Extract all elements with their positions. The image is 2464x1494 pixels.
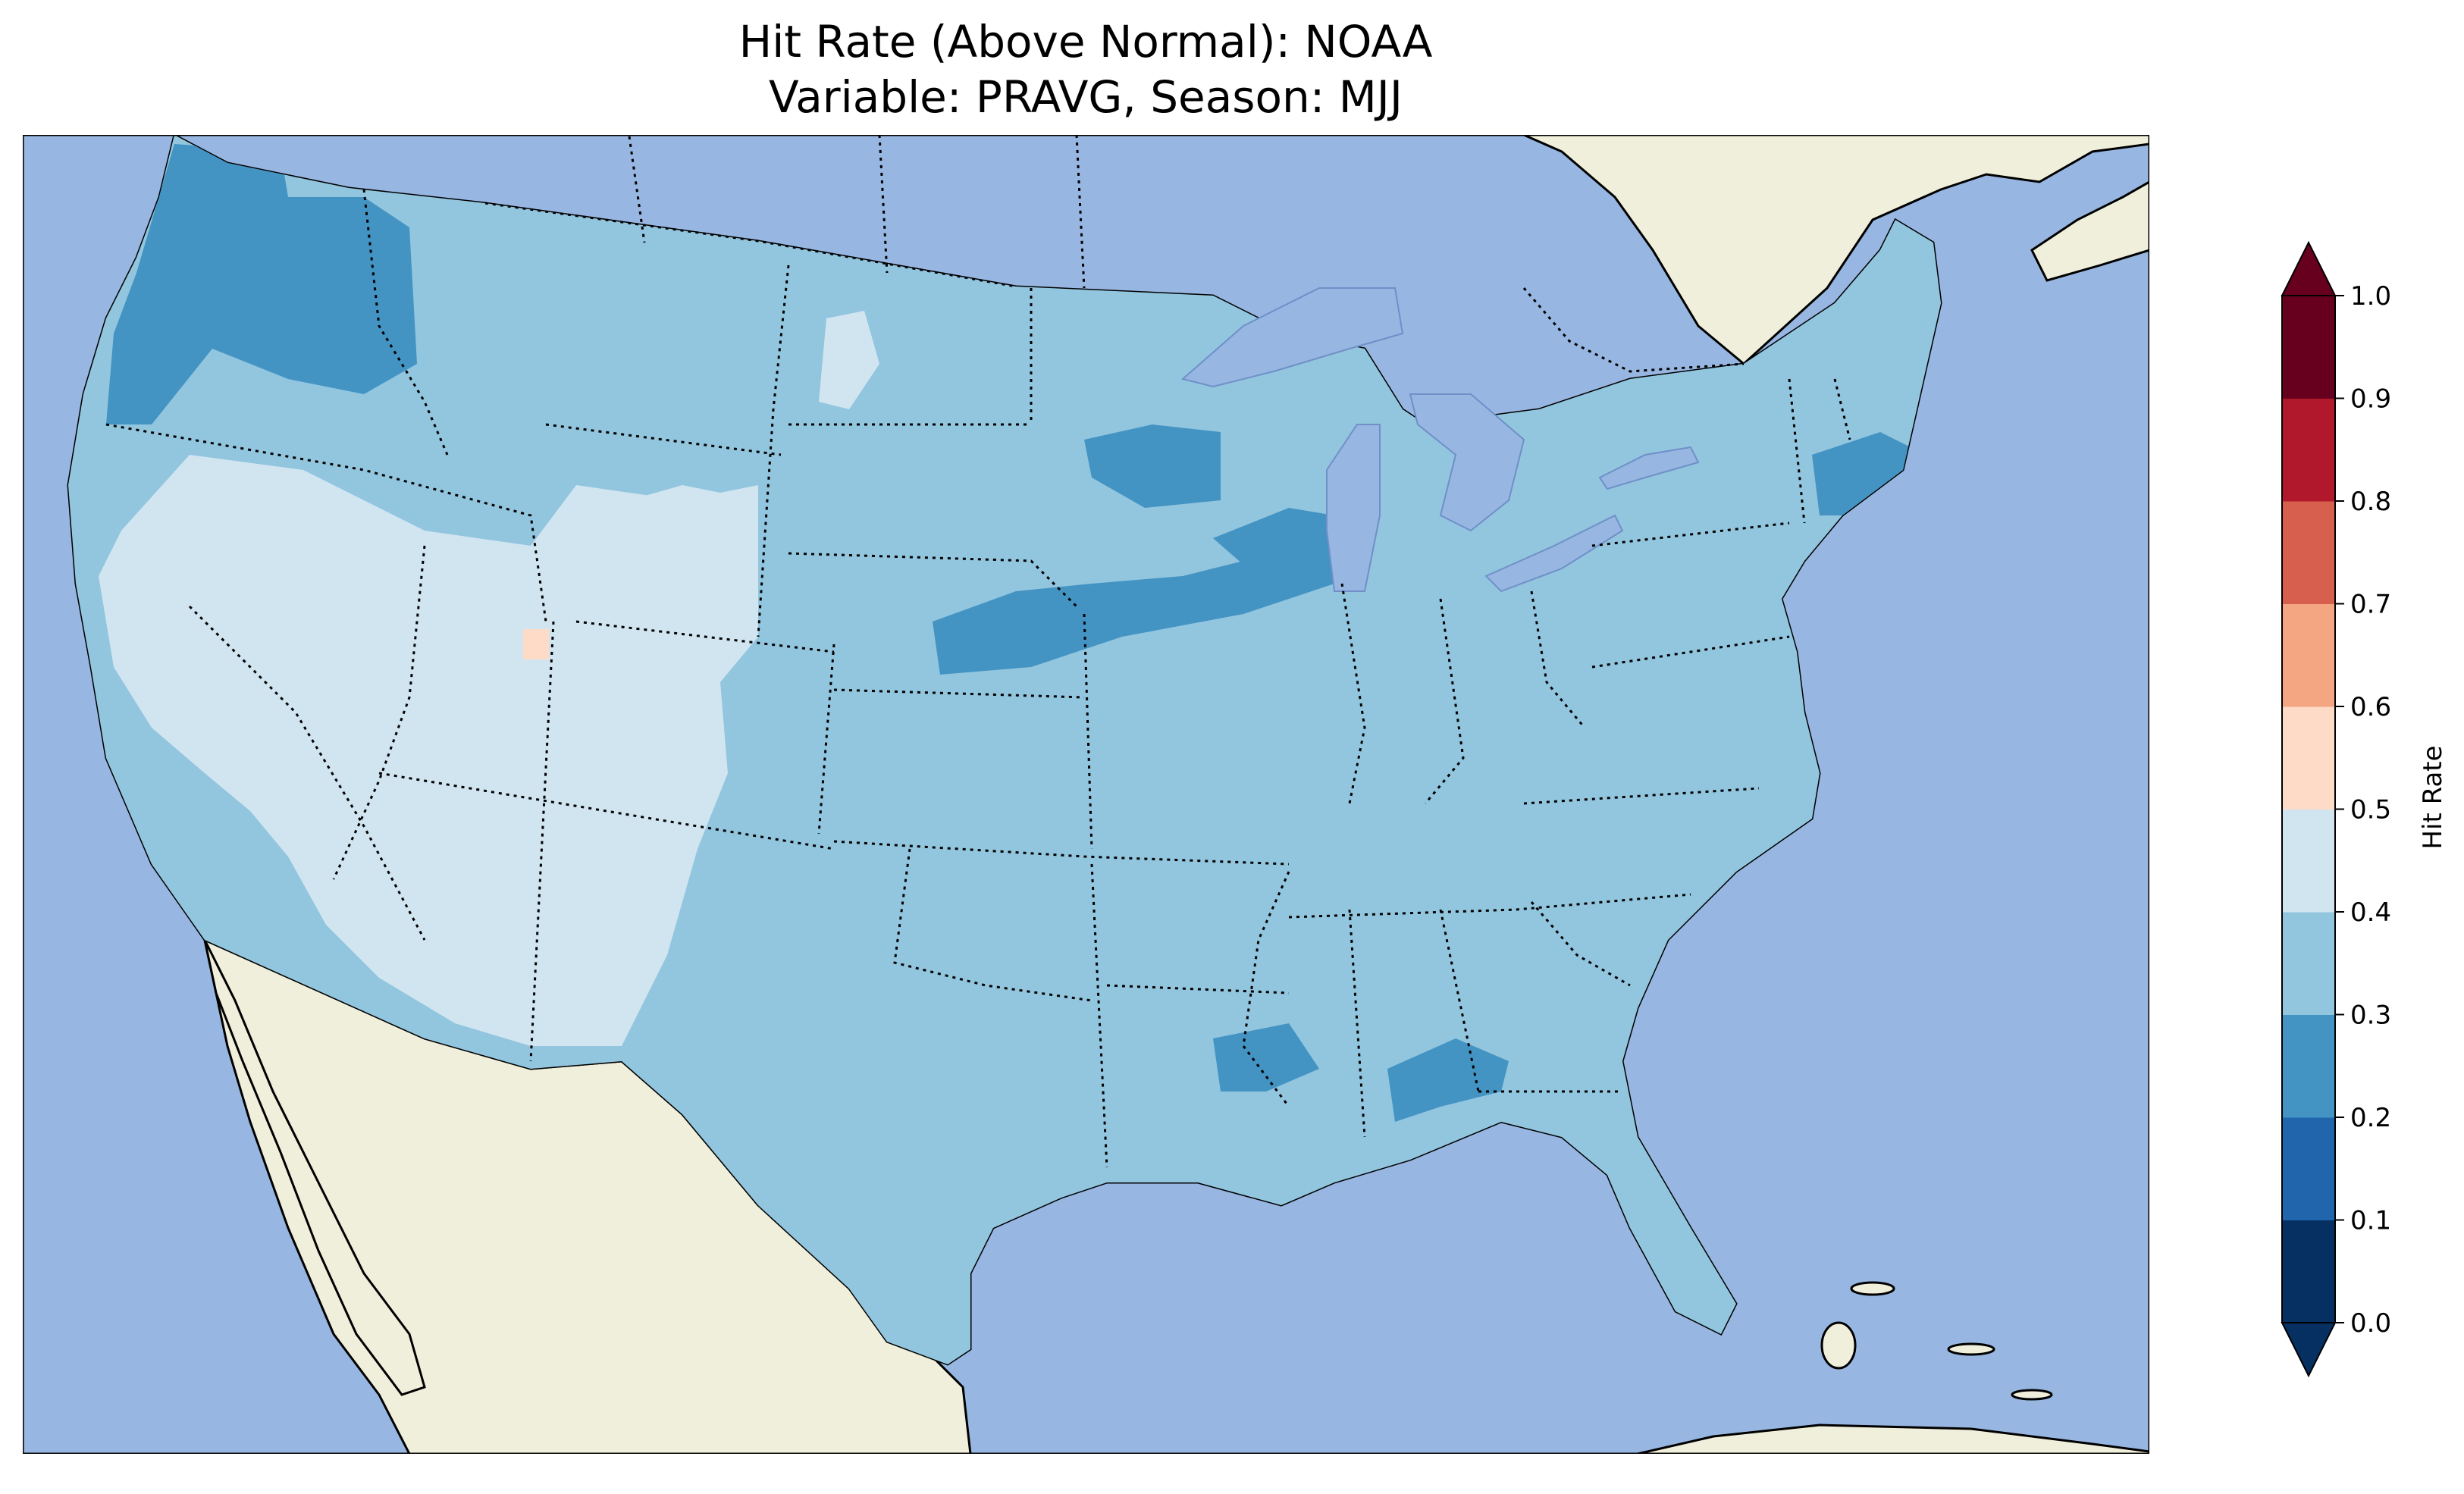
field-0.5-0.6-utah: [523, 629, 549, 659]
colorbar-tick-label: 1.0: [2350, 281, 2391, 312]
colorbar-tick-label: 0.2: [2350, 1103, 2391, 1133]
lake-ontario: [1598, 446, 1700, 490]
baja-land: [203, 939, 426, 1396]
cuba-land: [1637, 1424, 2149, 1454]
colorbar-tick-label: 0.1: [2350, 1206, 2391, 1236]
colorbar-tick-label: 0.7: [2350, 590, 2391, 620]
bahamas-islands: [1820, 1281, 2053, 1401]
field-0.4-0.5-wyoming: [523, 485, 758, 622]
state-borders: [105, 189, 1851, 1168]
colorbar-extend-max: [2281, 240, 2337, 296]
colorbar-bin-6: [2282, 603, 2335, 707]
canada-land: [174, 135, 2149, 365]
colorbar-tick-label: 0.6: [2350, 692, 2391, 722]
colorbar-tick-label: 0.5: [2350, 795, 2391, 825]
chart-title-line2: Variable: PRAVG, Season: MJJ: [769, 71, 1403, 123]
colorbar-bin-0: [2282, 1220, 2335, 1323]
colorbar-label: Hit Rate: [2418, 745, 2448, 849]
colorbar-tick-label: 0.8: [2350, 487, 2391, 517]
colorbar-bin-1: [2282, 1117, 2335, 1220]
colorbar: 0.0 0.1 0.2 0.3 0.4 0.5 0.6 0.7 0.8 0.9 1.0: [2281, 240, 2391, 1378]
colorbar-tick-label: 0.4: [2350, 897, 2391, 928]
colorbar-tick-label: 0.9: [2350, 384, 2391, 415]
great-lakes: [1180, 287, 1700, 593]
field-0.2-0.3-iowa-wi: [1213, 508, 1334, 591]
colorbar-bin-7: [2282, 501, 2335, 604]
colorbar-bin-9: [2282, 296, 2335, 399]
chart-title-line1: Hit Rate (Above Normal): NOAA: [739, 16, 1433, 67]
colorbar-extend-min: [2281, 1322, 2337, 1378]
field-0.2-0.3-mississippi: [1213, 1023, 1319, 1092]
map-panel: [23, 135, 2149, 1454]
colorbar-tick-label: 0.3: [2350, 1001, 2391, 1031]
field-0.4-0.5-montana-spot: [819, 311, 879, 409]
field-0.2-0.3-minnesota: [1084, 424, 1221, 508]
colorbar-bin-4: [2282, 809, 2335, 913]
maritimes-land: [2030, 180, 2149, 282]
international-borders: [484, 135, 1745, 373]
colorbar-tick-label: 0.0: [2350, 1308, 2391, 1339]
colorbar-bin-8: [2282, 398, 2335, 502]
colorbar-bin-2: [2282, 1014, 2335, 1118]
lake-superior: [1180, 287, 1404, 388]
field-0.2-0.3-pnw: [106, 144, 417, 424]
lake-huron: [1409, 393, 1525, 532]
field-0.2-0.3-plains-band: [933, 523, 1334, 675]
colorbar-bin-5: [2282, 706, 2335, 810]
lake-michigan: [1326, 424, 1381, 592]
lake-erie: [1484, 514, 1624, 593]
field-0.2-0.3-alabama: [1387, 1038, 1509, 1122]
colorbar-bin-3: [2282, 912, 2335, 1015]
